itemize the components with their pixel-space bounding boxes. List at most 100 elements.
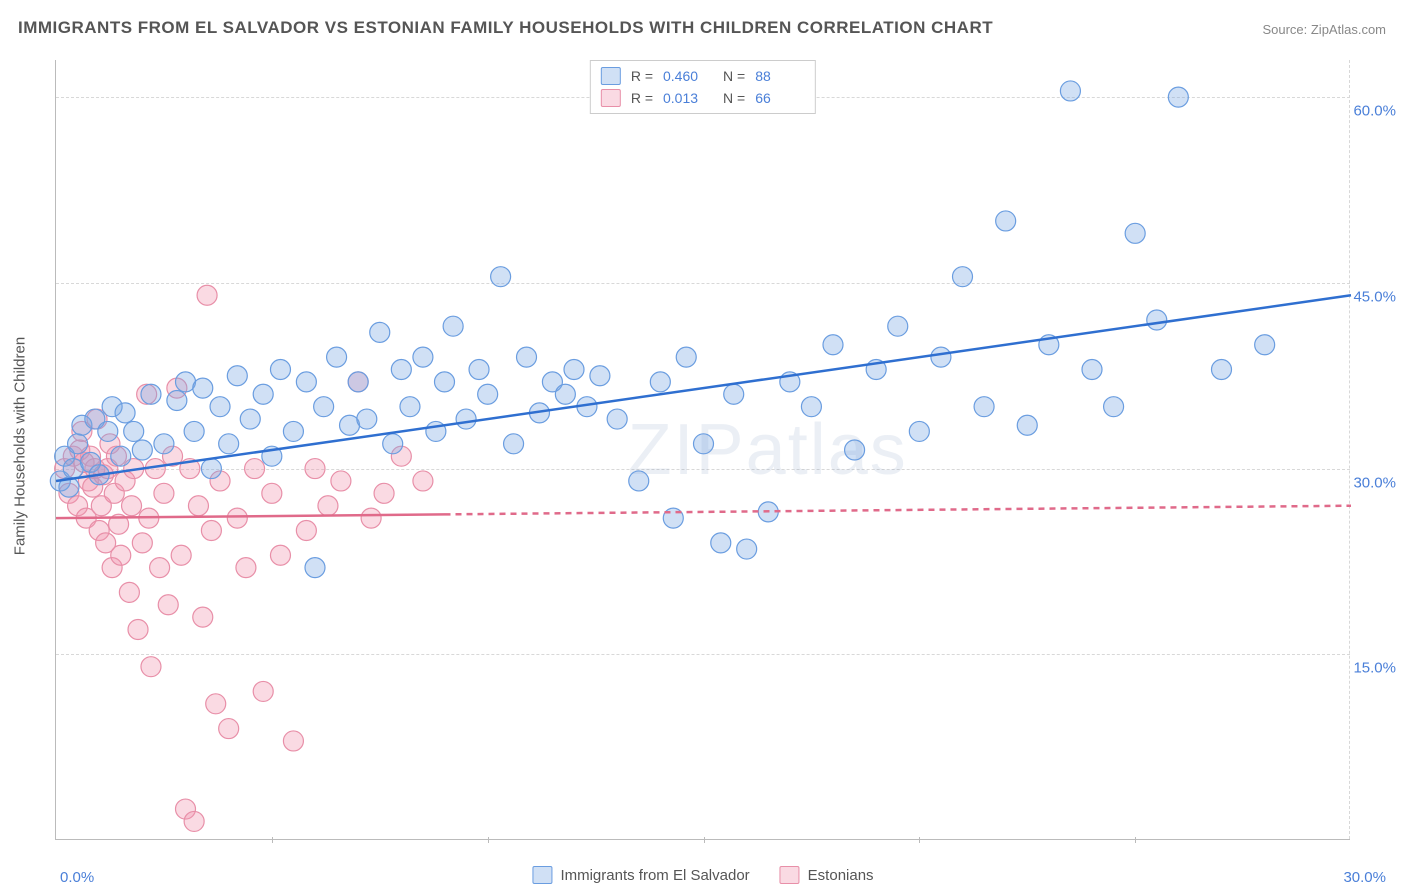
legend-item: Estonians [780,866,874,884]
scatter-point [154,434,174,454]
scatter-point [158,595,178,615]
scatter-point [296,372,316,392]
legend-n-value: 66 [755,90,805,106]
scatter-point [193,607,213,627]
scatter-point [996,211,1016,231]
scatter-point [361,508,381,528]
scatter-point [1082,360,1102,380]
legend-swatch [532,866,552,884]
y-tick-label: 15.0% [1353,660,1396,677]
scatter-point [253,681,273,701]
scatter-point [184,811,204,831]
scatter-point [1104,397,1124,417]
legend-item: Immigrants from El Salvador [532,866,749,884]
scatter-point [201,520,221,540]
scatter-point [1255,335,1275,355]
scatter-point [400,397,420,417]
y-tick-label: 45.0% [1353,288,1396,305]
scatter-point [283,421,303,441]
trend-line-series2-dashed [445,506,1352,515]
scatter-point [227,508,247,528]
scatter-point [270,545,290,565]
scatter-point [1147,310,1167,330]
scatter-point [122,496,142,516]
legend-row: R = 0.460 N = 88 [601,65,805,87]
y-tick-label: 30.0% [1353,474,1396,491]
scatter-point [305,558,325,578]
scatter-point [141,657,161,677]
scatter-point [909,421,929,441]
scatter-point [305,459,325,479]
scatter-point [262,483,282,503]
scatter-point [374,483,394,503]
scatter-point [676,347,696,367]
scatter-point [167,390,187,410]
scatter-point [435,372,455,392]
scatter-point [564,360,584,380]
scatter-point [128,620,148,640]
legend-r-value: 0.460 [663,68,713,84]
scatter-point [111,545,131,565]
scatter-point [141,384,161,404]
legend-label: Estonians [808,867,874,884]
scatter-point [413,347,433,367]
scatter-point [236,558,256,578]
scatter-point [724,384,744,404]
scatter-point [517,347,537,367]
scatter-point [98,421,118,441]
scatter-point [491,267,511,287]
scatter-point [296,520,316,540]
legend-n-label: N = [723,68,745,84]
scatter-point [469,360,489,380]
scatter-point [590,366,610,386]
scatter-point [801,397,821,417]
scatter-point [227,366,247,386]
scatter-point [270,360,290,380]
correlation-legend: R = 0.460 N = 88R = 0.013 N = 66 [590,60,816,114]
scatter-point [331,471,351,491]
scatter-point [456,409,476,429]
scatter-plot-svg [56,60,1350,839]
scatter-point [888,316,908,336]
scatter-point [629,471,649,491]
scatter-point [478,384,498,404]
legend-r-label: R = [631,90,653,106]
scatter-point [318,496,338,516]
scatter-point [184,421,204,441]
scatter-point [650,372,670,392]
scatter-point [694,434,714,454]
scatter-point [210,397,230,417]
x-axis-max-label: 30.0% [1343,869,1386,886]
scatter-point [111,446,131,466]
legend-swatch [780,866,800,884]
scatter-point [1125,223,1145,243]
legend-row: R = 0.013 N = 66 [601,87,805,109]
scatter-point [348,372,368,392]
scatter-point [711,533,731,553]
y-axis-title: Family Households with Children [12,337,29,555]
scatter-point [357,409,377,429]
legend-swatch [601,89,621,107]
scatter-point [1017,415,1037,435]
scatter-point [253,384,273,404]
scatter-point [115,403,135,423]
scatter-point [413,471,433,491]
scatter-point [823,335,843,355]
scatter-point [314,397,334,417]
scatter-point [245,459,265,479]
legend-r-label: R = [631,68,653,84]
scatter-point [206,694,226,714]
scatter-point [607,409,627,429]
scatter-point [1168,87,1188,107]
legend-r-value: 0.013 [663,90,713,106]
x-axis-min-label: 0.0% [60,869,94,886]
scatter-point [188,496,208,516]
scatter-point [845,440,865,460]
scatter-point [931,347,951,367]
scatter-point [124,421,144,441]
scatter-point [219,719,239,739]
scatter-point [383,434,403,454]
scatter-point [443,316,463,336]
legend-n-label: N = [723,90,745,106]
scatter-point [219,434,239,454]
